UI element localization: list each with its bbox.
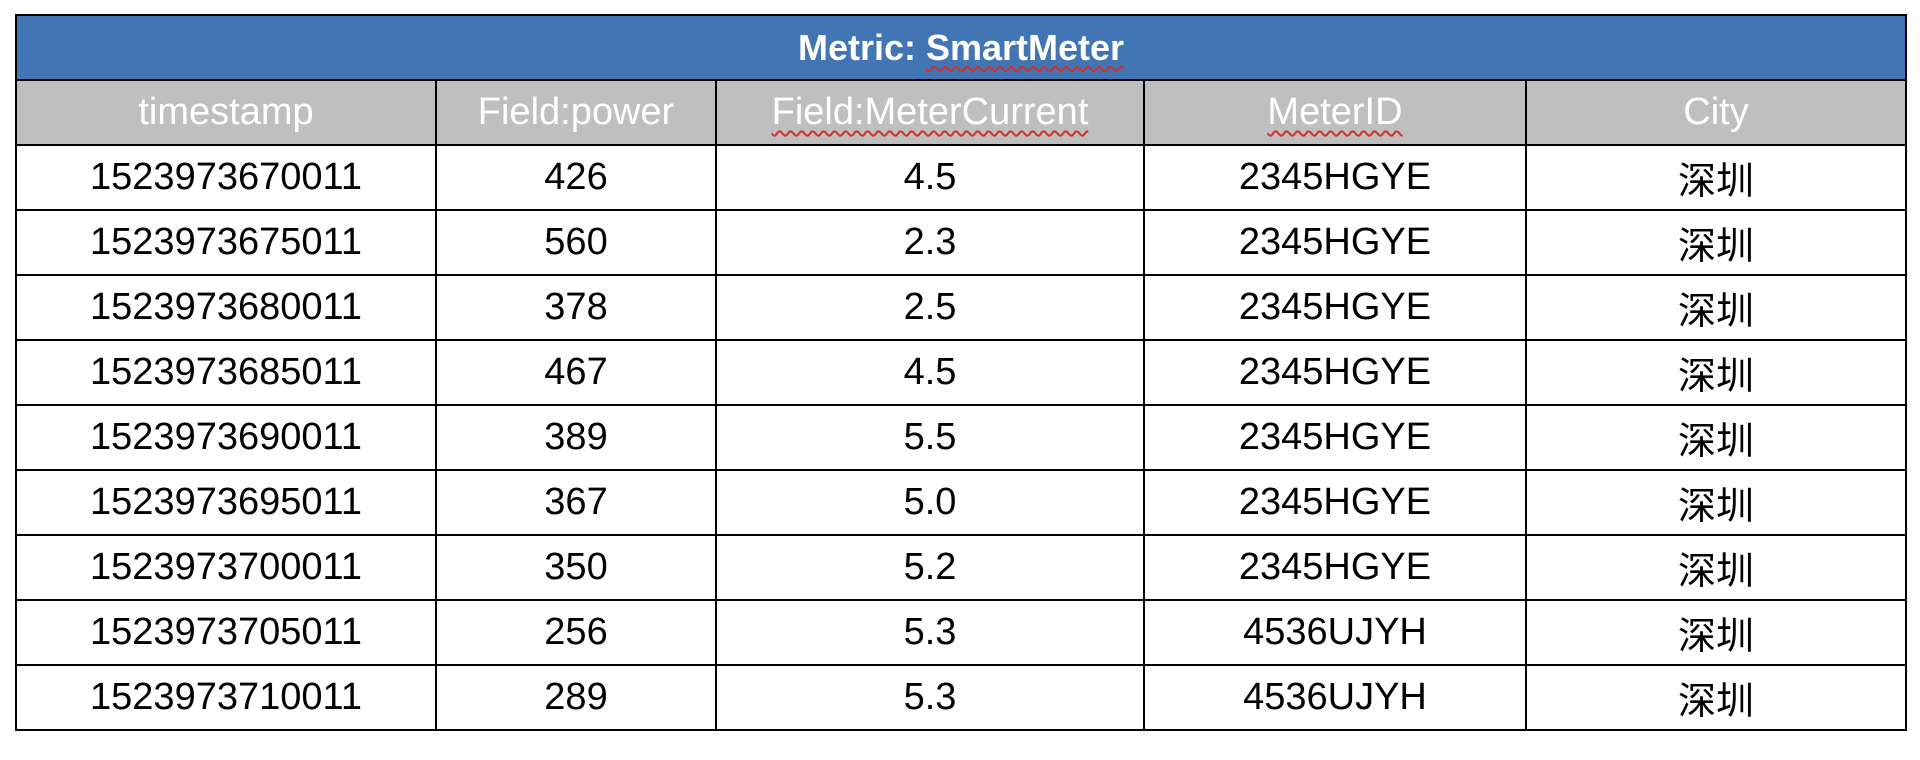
header-cell-metercurrent[interactable]: Field:MeterCurrent <box>715 79 1145 146</box>
smartmeter-table: Metric: SmartMeter timestamp Field:power… <box>14 14 1908 731</box>
cell-city[interactable]: 深圳 <box>1524 664 1908 731</box>
header-cell-power[interactable]: Field:power <box>435 79 717 146</box>
cell-power[interactable]: 289 <box>435 664 717 731</box>
cell-city[interactable]: 深圳 <box>1524 339 1908 406</box>
cell-meterid[interactable]: 4536UJYH <box>1143 664 1527 731</box>
table-row: 1523973685011 467 4.5 2345HGYE 深圳 <box>15 339 1908 406</box>
table-row: 1523973705011 256 5.3 4536UJYH 深圳 <box>15 599 1908 666</box>
header-label-meterid: MeterID <box>1267 91 1403 133</box>
cell-meterid[interactable]: 2345HGYE <box>1143 469 1527 536</box>
cell-meterid[interactable]: 2345HGYE <box>1143 339 1527 406</box>
cell-city[interactable]: 深圳 <box>1524 274 1908 341</box>
cell-metercurrent[interactable]: 5.3 <box>715 664 1145 731</box>
header-cell-timestamp[interactable]: timestamp <box>15 79 437 146</box>
cell-metercurrent[interactable]: 2.3 <box>715 209 1145 276</box>
cell-timestamp[interactable]: 1523973690011 <box>15 404 437 471</box>
table-row: 1523973690011 389 5.5 2345HGYE 深圳 <box>15 404 1908 471</box>
header-label-timestamp: timestamp <box>138 91 314 133</box>
table-row: 1523973675011 560 2.3 2345HGYE 深圳 <box>15 209 1908 276</box>
cell-timestamp[interactable]: 1523973710011 <box>15 664 437 731</box>
table-row: 1523973700011 350 5.2 2345HGYE 深圳 <box>15 534 1908 601</box>
cell-city[interactable]: 深圳 <box>1524 534 1908 601</box>
cell-power[interactable]: 389 <box>435 404 717 471</box>
cell-metercurrent[interactable]: 5.5 <box>715 404 1145 471</box>
cell-metercurrent[interactable]: 5.3 <box>715 599 1145 666</box>
cell-timestamp[interactable]: 1523973670011 <box>15 144 437 211</box>
cell-power[interactable]: 378 <box>435 274 717 341</box>
cell-power[interactable]: 367 <box>435 469 717 536</box>
table-row: 1523973695011 367 5.0 2345HGYE 深圳 <box>15 469 1908 536</box>
title-prefix: Metric: <box>797 26 926 68</box>
table-row: 1523973710011 289 5.3 4536UJYH 深圳 <box>15 664 1908 731</box>
cell-meterid[interactable]: 2345HGYE <box>1143 404 1527 471</box>
cell-city[interactable]: 深圳 <box>1524 599 1908 666</box>
cell-timestamp[interactable]: 1523973680011 <box>15 274 437 341</box>
cell-city[interactable]: 深圳 <box>1524 144 1908 211</box>
table-row: 1523973680011 378 2.5 2345HGYE 深圳 <box>15 274 1908 341</box>
cell-timestamp[interactable]: 1523973705011 <box>15 599 437 666</box>
header-label-metercurrent: Field:MeterCurrent <box>771 91 1089 133</box>
header-row: timestamp Field:power Field:MeterCurrent… <box>15 79 1908 146</box>
header-cell-city[interactable]: City <box>1524 79 1908 146</box>
cell-metercurrent[interactable]: 2.5 <box>715 274 1145 341</box>
cell-metercurrent[interactable]: 4.5 <box>715 339 1145 406</box>
cell-timestamp[interactable]: 1523973700011 <box>15 534 437 601</box>
cell-meterid[interactable]: 2345HGYE <box>1143 209 1527 276</box>
cell-power[interactable]: 467 <box>435 339 717 406</box>
cell-metercurrent[interactable]: 4.5 <box>715 144 1145 211</box>
cell-city[interactable]: 深圳 <box>1524 404 1908 471</box>
cell-meterid[interactable]: 4536UJYH <box>1143 599 1527 666</box>
spreadsheet-region: Metric: SmartMeter timestamp Field:power… <box>14 14 1908 731</box>
cell-meterid[interactable]: 2345HGYE <box>1143 274 1527 341</box>
cell-city[interactable]: 深圳 <box>1524 469 1908 536</box>
cell-metercurrent[interactable]: 5.0 <box>715 469 1145 536</box>
table-row: 1523973670011 426 4.5 2345HGYE 深圳 <box>15 144 1908 211</box>
cell-power[interactable]: 350 <box>435 534 717 601</box>
cell-meterid[interactable]: 2345HGYE <box>1143 534 1527 601</box>
cell-power[interactable]: 256 <box>435 599 717 666</box>
title-cell[interactable]: Metric: SmartMeter <box>14 14 1908 81</box>
cell-power[interactable]: 426 <box>435 144 717 211</box>
cell-power[interactable]: 560 <box>435 209 717 276</box>
header-label-power: Field:power <box>477 91 675 133</box>
title-row: Metric: SmartMeter <box>14 14 1908 81</box>
cell-city[interactable]: 深圳 <box>1524 209 1908 276</box>
cell-timestamp[interactable]: 1523973675011 <box>15 209 437 276</box>
cell-timestamp[interactable]: 1523973685011 <box>15 339 437 406</box>
cell-metercurrent[interactable]: 5.2 <box>715 534 1145 601</box>
title-metric-name: SmartMeter <box>926 26 1125 68</box>
header-cell-meterid[interactable]: MeterID <box>1143 79 1527 146</box>
header-label-city: City <box>1683 91 1749 133</box>
cell-timestamp[interactable]: 1523973695011 <box>15 469 437 536</box>
cell-meterid[interactable]: 2345HGYE <box>1143 144 1527 211</box>
